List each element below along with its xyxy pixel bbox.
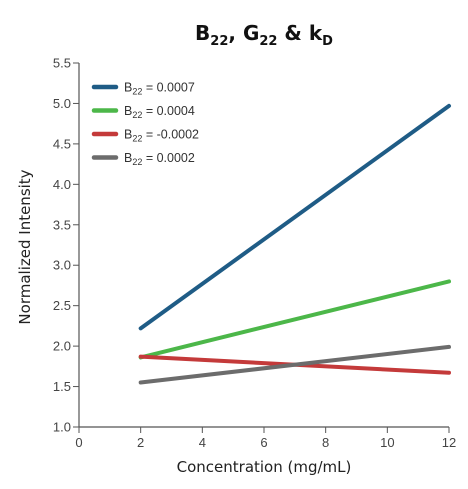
y-tick-label: 2.5	[53, 298, 71, 313]
series-lines	[138, 103, 451, 385]
y-tick-label: 4.5	[53, 136, 71, 151]
legend-label-3: B22 = -0.0002	[124, 128, 199, 144]
x-tick-label: 8	[322, 435, 329, 450]
y-tick-label: 4.0	[53, 177, 71, 192]
legend-label-4: B22 = 0.0002	[124, 151, 195, 167]
chart-title: B22​, G22​ & kD​	[195, 21, 333, 49]
x-tick-label: 2	[137, 435, 144, 450]
title-subscript: D	[322, 34, 333, 49]
title-part: & k	[277, 21, 322, 45]
y-tick-label: 5.0	[53, 96, 71, 111]
x-axis-label: Concentration (mg/mL)	[177, 458, 352, 476]
series-line-1	[138, 103, 451, 331]
series-line-4	[138, 344, 451, 385]
title-subscript: 22	[259, 34, 277, 49]
legend: B22 = 0.0007 B22 = 0.0004 B22 = -0.0002 B22…	[91, 81, 199, 167]
y-tick-label: 5.5	[53, 56, 71, 71]
y-tick-label: 3.0	[53, 258, 71, 273]
y-axis-label: Normalized Intensity	[16, 169, 34, 324]
y-tick-label: 2.0	[53, 339, 71, 354]
ticks: 1.0 1.5 2.0 2.5 3.0 3.5 4.0 4.5 5.0 5.5 0 2 4 6 8 10 12	[53, 56, 456, 451]
title-part: B	[195, 21, 210, 45]
x-tick-label: 6	[260, 435, 267, 450]
x-tick-label: 0	[75, 435, 82, 450]
title-subscript: 22	[210, 34, 228, 49]
series-line-2	[138, 279, 451, 360]
y-tick-label: 1.5	[53, 379, 71, 394]
x-tick-label: 12	[442, 435, 456, 450]
x-tick-label: 10	[380, 435, 394, 450]
title-part: , G	[228, 21, 259, 45]
y-tick-label: 3.5	[53, 217, 71, 232]
y-tick-label: 1.0	[53, 420, 71, 435]
legend-label-2: B22 = 0.0004	[124, 104, 195, 120]
legend-label-1: B22 = 0.0007	[124, 81, 195, 97]
x-tick-label: 4	[199, 435, 206, 450]
